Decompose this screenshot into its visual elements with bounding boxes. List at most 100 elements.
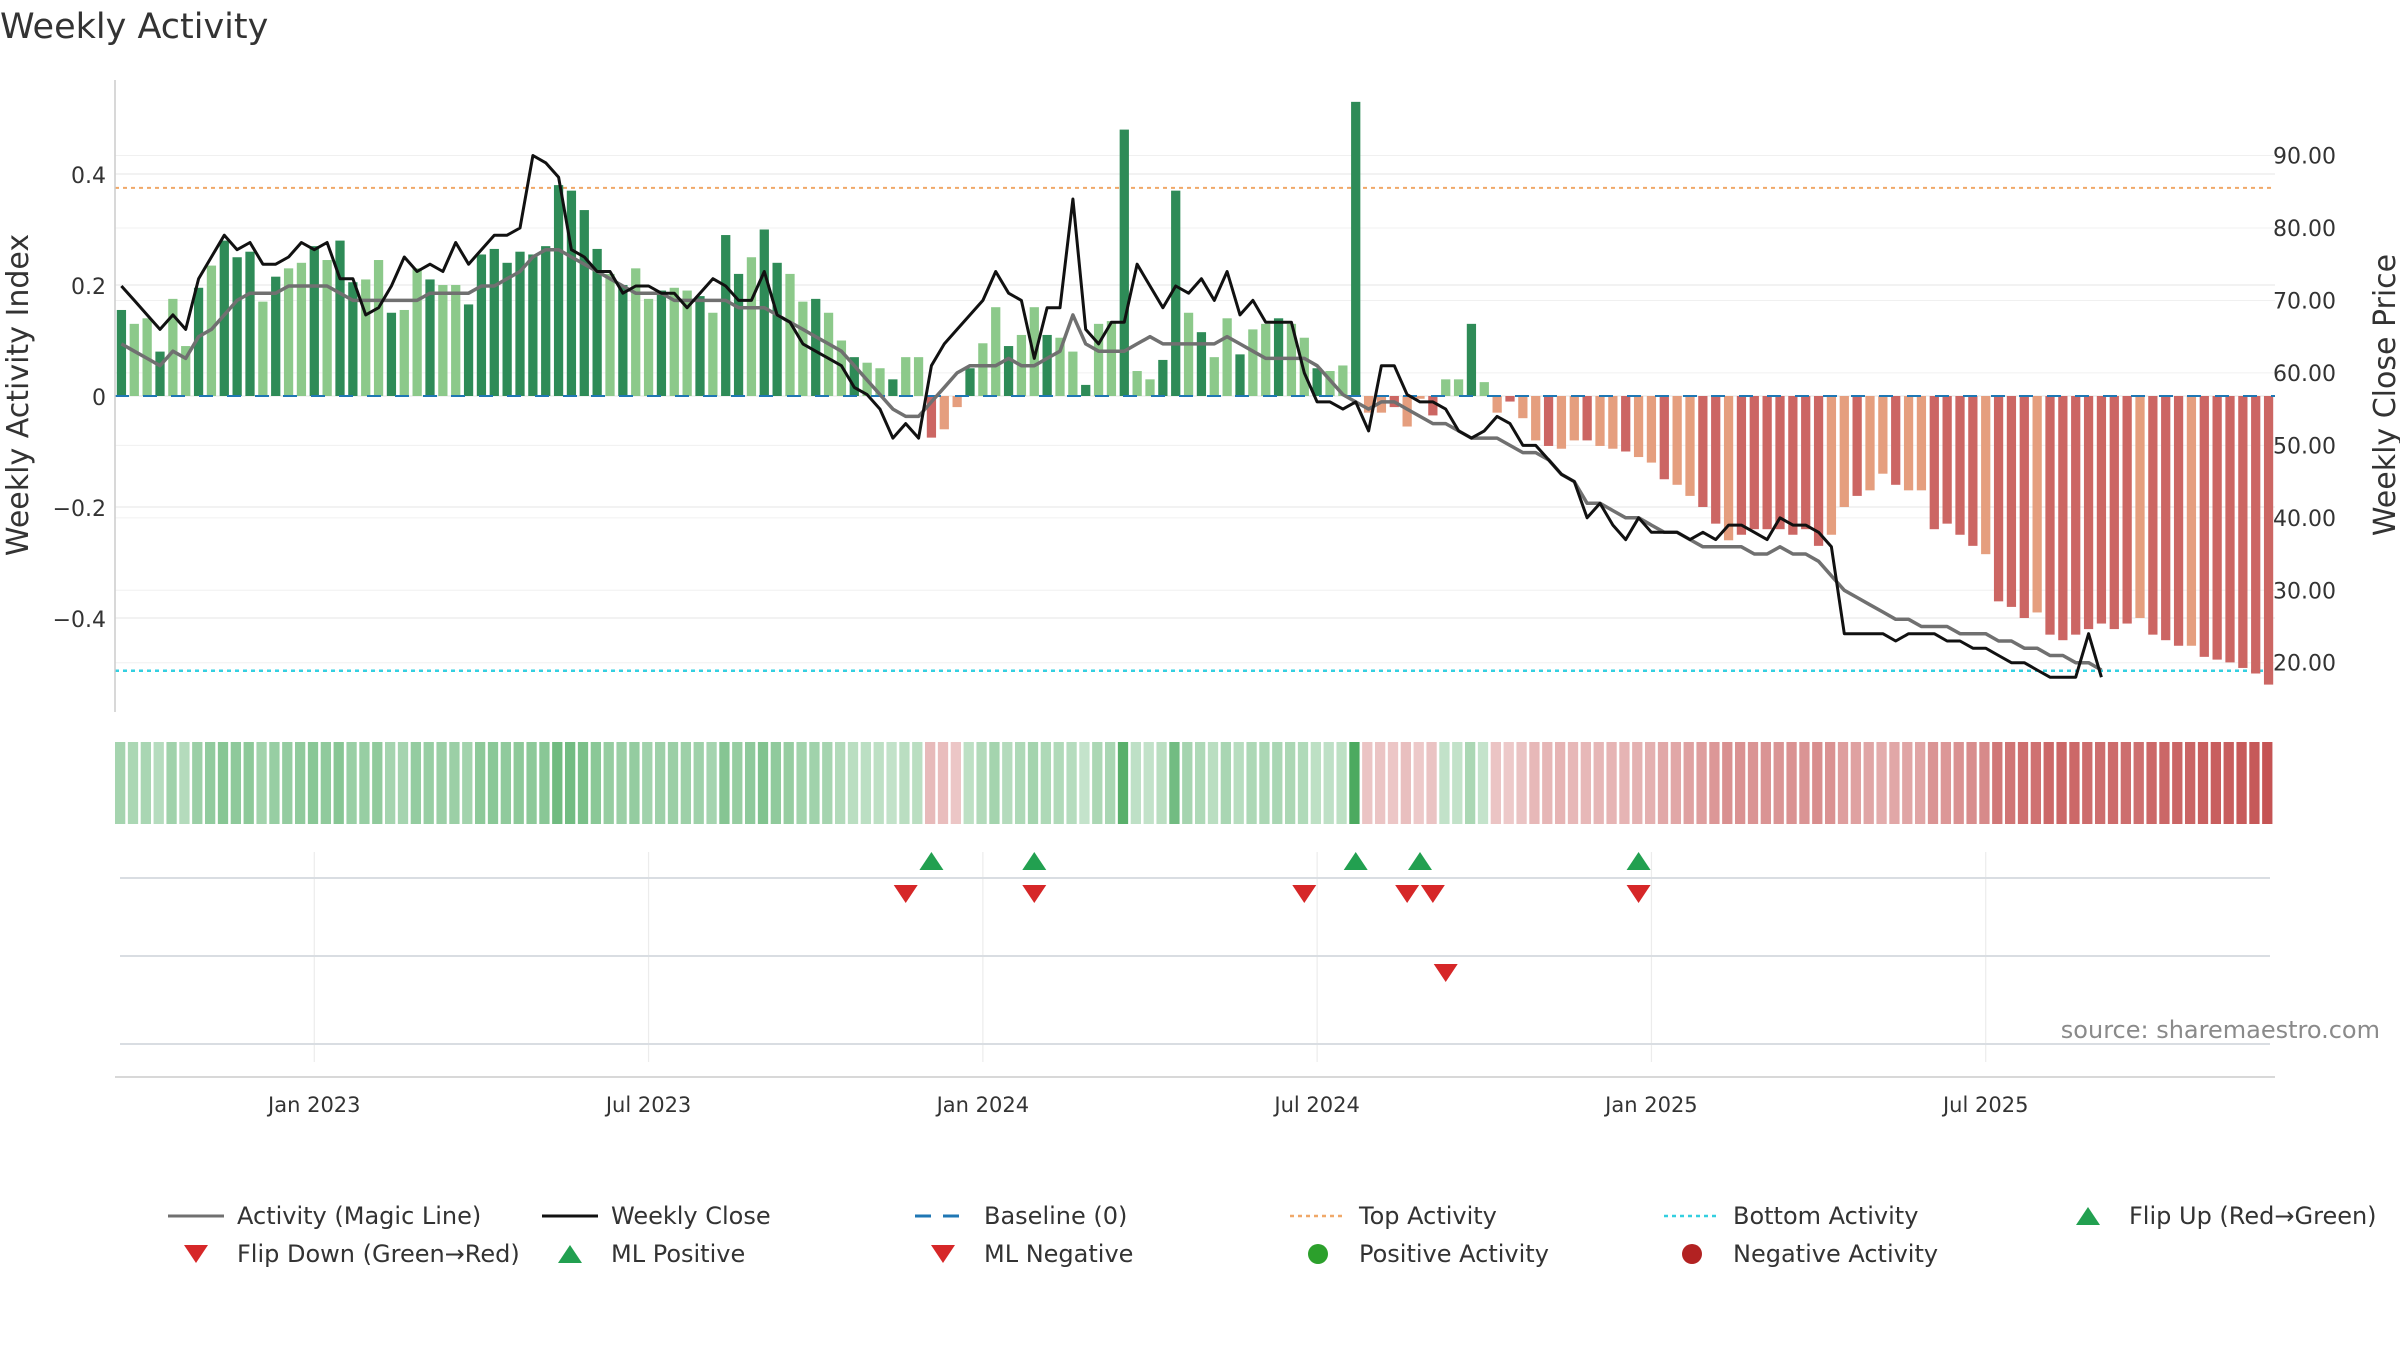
activity-bar xyxy=(785,273,795,396)
activity-bar xyxy=(1531,396,1541,441)
heat-strip-cell xyxy=(1413,742,1424,824)
activity-bar xyxy=(1055,337,1065,396)
activity-bar xyxy=(1826,396,1837,535)
activity-bar xyxy=(1042,334,1052,396)
heat-strip-cell xyxy=(1876,742,1887,824)
heat-strip-cell xyxy=(127,742,139,824)
legend-label: Flip Down (Green→Red) xyxy=(237,1240,520,1268)
weekly-close-line xyxy=(120,154,2103,679)
heat-strip-cell xyxy=(539,742,550,824)
heat-strip-cell xyxy=(693,742,704,824)
heat-strip-cell xyxy=(706,742,717,824)
heat-strip-cell xyxy=(1272,742,1283,824)
activity-bar xyxy=(1312,368,1322,396)
heat-strip-cell xyxy=(1220,742,1231,824)
heat-strip-cell xyxy=(2056,742,2067,824)
flip-up-marker xyxy=(1626,852,1651,870)
activity-bar xyxy=(695,296,705,396)
activity-bar xyxy=(1119,129,1129,396)
heat-strip-cell xyxy=(410,742,421,824)
heat-strip-cell xyxy=(1606,742,1617,824)
heat-strip-cell xyxy=(115,742,126,824)
activity-bar xyxy=(875,368,885,396)
heat-strip-cell xyxy=(1297,742,1309,824)
activity-bar xyxy=(129,323,139,396)
heat-strip-cell xyxy=(1632,742,1643,824)
heat-strip-cell xyxy=(1387,742,1399,824)
heat-strip-cell xyxy=(1015,742,1026,824)
activity-bar xyxy=(193,287,204,396)
activity-bar xyxy=(2148,396,2158,635)
activity-bar xyxy=(1968,396,1978,546)
activity-bar xyxy=(708,312,718,396)
activity-bar xyxy=(1158,359,1168,396)
heat-strip-cell xyxy=(976,742,987,824)
activity-bar xyxy=(2109,396,2119,630)
heat-strip-cell xyxy=(2197,742,2209,824)
heat-strip-cell xyxy=(1207,742,1219,824)
activity-bar xyxy=(2225,396,2235,663)
heat-strip-cell xyxy=(2249,742,2260,824)
heat-strip-cell xyxy=(989,742,1000,824)
activity-bar xyxy=(1235,354,1245,396)
activity-bar xyxy=(2045,396,2055,635)
y-tick-label: −0.4 xyxy=(53,608,106,633)
heat-strip-cell xyxy=(899,742,910,824)
activity-bar xyxy=(271,276,281,396)
heat-strip-cell xyxy=(603,742,614,824)
activity-bar xyxy=(2058,396,2068,641)
activity-bar xyxy=(322,260,332,396)
activity-bar xyxy=(1068,351,1078,396)
heat-strip-cell xyxy=(937,742,949,824)
heat-strip-cell xyxy=(1169,742,1180,824)
signal-markers xyxy=(120,852,2270,1045)
heat-strip-cell xyxy=(320,742,331,824)
heat-strip-cell xyxy=(1940,742,1951,824)
activity-bar xyxy=(1248,329,1258,396)
heat-strip-cell xyxy=(269,742,280,824)
activity-bar xyxy=(1145,379,1155,396)
heat-strip-cell xyxy=(1670,742,1681,824)
legend-item: Flip Up (Red→Green) xyxy=(2076,1202,2377,1230)
activity-bar xyxy=(335,240,345,396)
activity-bar xyxy=(913,357,924,396)
heat-strip-cell xyxy=(1542,742,1553,824)
heat-strip-cell xyxy=(1516,742,1527,824)
activity-bar xyxy=(1453,379,1464,396)
heat-strip-cell xyxy=(1143,742,1154,824)
y2-tick-label: 70.00 xyxy=(2273,289,2336,314)
heat-strip-cell xyxy=(835,742,846,824)
heat-strip-cell xyxy=(1696,742,1707,824)
legend-item: ML Negative xyxy=(931,1240,1133,1268)
activity-bar xyxy=(2238,396,2248,668)
activity-bar xyxy=(1698,396,1708,507)
heat-strip-cell xyxy=(2172,742,2183,824)
heat-strip-cell xyxy=(1645,742,1656,824)
activity-bar xyxy=(2032,396,2042,613)
heat-strip-cell xyxy=(886,742,897,824)
heat-strip-cell xyxy=(1902,742,1913,824)
activity-bar xyxy=(412,268,422,396)
heat-strip-cell xyxy=(140,742,151,824)
activity-bar xyxy=(399,309,409,396)
heat-strip-cell xyxy=(1966,742,1977,824)
heat-strip-cell xyxy=(256,742,267,824)
heat-strip-cell xyxy=(1722,742,1733,824)
heat-strip-cell xyxy=(963,742,974,824)
heat-strip-cell xyxy=(1066,742,1077,824)
heat-strip-cell xyxy=(783,742,794,824)
heat-strip-cell xyxy=(822,742,833,824)
heat-strip-cell xyxy=(1130,742,1141,824)
heat-strip-cell xyxy=(1285,742,1296,824)
heat-strip-cell xyxy=(385,742,396,824)
activity-bar xyxy=(2071,396,2081,635)
activity-bar xyxy=(1659,396,1669,480)
activity-bar xyxy=(952,396,962,408)
heat-strip-cell xyxy=(1040,742,1051,824)
heat-strip-cell xyxy=(2159,742,2170,824)
legend-item: Flip Down (Green→Red) xyxy=(184,1240,520,1268)
activity-bar xyxy=(656,290,667,396)
activity-bar xyxy=(1106,321,1117,396)
activity-bar xyxy=(541,246,551,396)
heat-strip-cell xyxy=(1182,742,1193,824)
